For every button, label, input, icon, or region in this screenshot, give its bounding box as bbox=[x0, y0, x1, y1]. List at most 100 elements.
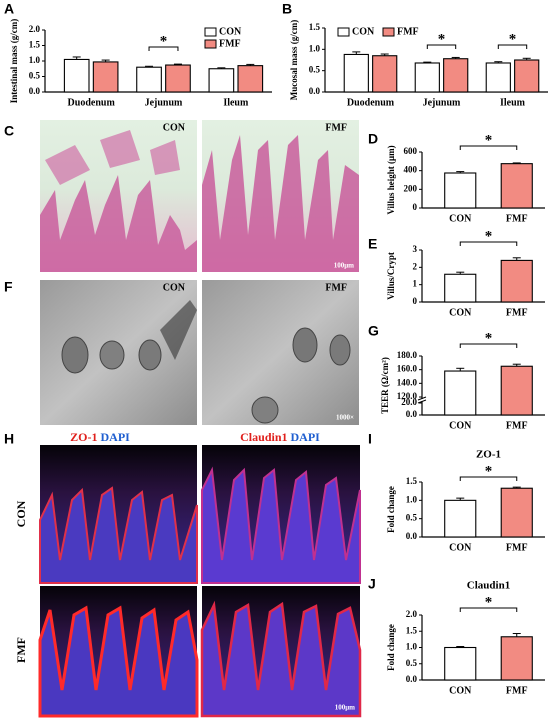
y-axis-label: Mucosal mass (g/cm) bbox=[289, 20, 299, 101]
bar bbox=[500, 163, 533, 209]
image-label: FMF bbox=[325, 122, 347, 133]
chart-title: ZO-1 bbox=[476, 449, 501, 461]
stain-label: ZO-1 DAPI bbox=[70, 430, 130, 444]
bar bbox=[136, 66, 162, 93]
x-tick-label: Ileum bbox=[223, 97, 249, 108]
y-tick-label: 2 bbox=[413, 261, 418, 271]
image-label: CON bbox=[163, 282, 186, 293]
legend-swatch bbox=[204, 27, 217, 37]
y-tick-label: 1.0 bbox=[406, 494, 418, 504]
legend-label: CON bbox=[352, 26, 375, 37]
counterstain: DAPI bbox=[101, 430, 131, 444]
bar bbox=[372, 55, 398, 93]
y-tick-label: 1.5 bbox=[29, 40, 41, 50]
bar bbox=[443, 58, 469, 93]
villi bbox=[40, 175, 197, 272]
bar bbox=[514, 59, 540, 93]
significance-bracket bbox=[426, 44, 457, 49]
y-tick-label: 200 bbox=[404, 183, 418, 193]
legend-label: CON bbox=[219, 26, 242, 37]
y-tick-label: 0.5 bbox=[406, 513, 418, 523]
nucleus bbox=[251, 396, 279, 424]
tem-images: CON FMF 1000× bbox=[40, 280, 359, 425]
bar bbox=[165, 64, 191, 93]
y-tick-label: 1.0 bbox=[309, 43, 321, 53]
panel-label: H bbox=[4, 431, 14, 447]
y-tick-label: 1.5 bbox=[406, 476, 418, 486]
nucleus bbox=[61, 336, 89, 374]
x-tick-label: Jejunum bbox=[145, 97, 183, 108]
nucleus bbox=[329, 334, 351, 366]
y-axis-label: Fold change bbox=[386, 624, 396, 671]
significance-bracket bbox=[497, 44, 528, 49]
villi bbox=[45, 130, 180, 185]
x-tick-label: CON bbox=[449, 213, 472, 224]
significance-bracket bbox=[459, 607, 518, 612]
row-label: CON bbox=[14, 500, 28, 527]
y-tick-label: 0 bbox=[413, 296, 418, 306]
stain-label: Claudin1 DAPI bbox=[240, 430, 320, 444]
nucleus bbox=[99, 340, 125, 370]
x-tick-label: Duodenum bbox=[347, 97, 395, 108]
axis-break bbox=[417, 396, 427, 401]
y-tick-label: 0.5 bbox=[29, 71, 41, 81]
bar bbox=[444, 646, 477, 681]
legend-swatch bbox=[382, 27, 395, 37]
y-tick-label: 180.0 bbox=[397, 350, 418, 360]
significance-label: * bbox=[485, 330, 493, 346]
significance-label: * bbox=[485, 463, 493, 479]
x-tick-label: CON bbox=[449, 542, 472, 553]
image-label: FMF bbox=[325, 282, 347, 293]
x-tick-label: FMF bbox=[506, 307, 528, 318]
x-tick-label: FMF bbox=[506, 213, 528, 224]
bar bbox=[444, 499, 477, 538]
row-label: FMF bbox=[14, 637, 28, 663]
y-tick-label: 120.0 bbox=[397, 391, 418, 401]
y-tick-label: 0.0 bbox=[309, 86, 321, 96]
bar bbox=[485, 62, 511, 93]
panel-letters: A B C D E F G H I J bbox=[4, 1, 379, 592]
significance-label: * bbox=[485, 228, 493, 244]
panel-label: C bbox=[4, 123, 14, 139]
y-tick-label: 600 bbox=[404, 146, 418, 156]
y-tick-label: 3 bbox=[413, 244, 418, 254]
y-tick-label: 2.0 bbox=[406, 609, 418, 619]
significance-bracket bbox=[459, 145, 518, 150]
scale-bar: 100μm bbox=[335, 704, 355, 712]
panel-label: G bbox=[368, 323, 379, 339]
villi bbox=[39, 486, 198, 584]
significance-label: * bbox=[485, 132, 493, 148]
y-tick-label: 1.5 bbox=[309, 22, 321, 32]
panel-label: J bbox=[368, 576, 376, 592]
y-tick-label: 0.5 bbox=[406, 658, 418, 668]
histology-images: CON FMF 100μm bbox=[40, 120, 359, 272]
villi bbox=[200, 600, 362, 718]
panel-label: B bbox=[282, 1, 292, 17]
x-tick-label: CON bbox=[449, 685, 472, 696]
significance-label: * bbox=[485, 594, 493, 610]
bar bbox=[63, 58, 90, 93]
x-tick-label: Duodenum bbox=[68, 97, 116, 108]
bar bbox=[208, 68, 235, 93]
bar bbox=[500, 259, 533, 303]
y-axis-label: Intestinal mass (g/cm) bbox=[9, 19, 19, 104]
y-axis-label: Fold change bbox=[386, 486, 396, 533]
bar bbox=[444, 172, 477, 209]
panel-label: D bbox=[368, 131, 378, 147]
bar bbox=[444, 370, 477, 416]
significance-bracket bbox=[459, 343, 518, 348]
y-tick-label: 400 bbox=[404, 165, 418, 175]
panel-label: I bbox=[368, 431, 372, 447]
nucleus bbox=[138, 339, 162, 371]
significance-label: * bbox=[160, 33, 168, 49]
panel-label: A bbox=[4, 1, 14, 17]
bar bbox=[414, 62, 440, 93]
nucleus bbox=[292, 327, 318, 363]
villi bbox=[201, 466, 361, 584]
significance-label: * bbox=[509, 31, 517, 47]
y-tick-label: 1 bbox=[413, 279, 418, 289]
x-tick-label: CON bbox=[449, 420, 472, 431]
chart-title: Claudin1 bbox=[467, 580, 510, 592]
significance-bracket bbox=[148, 46, 179, 51]
marker: Claudin1 bbox=[240, 430, 287, 444]
